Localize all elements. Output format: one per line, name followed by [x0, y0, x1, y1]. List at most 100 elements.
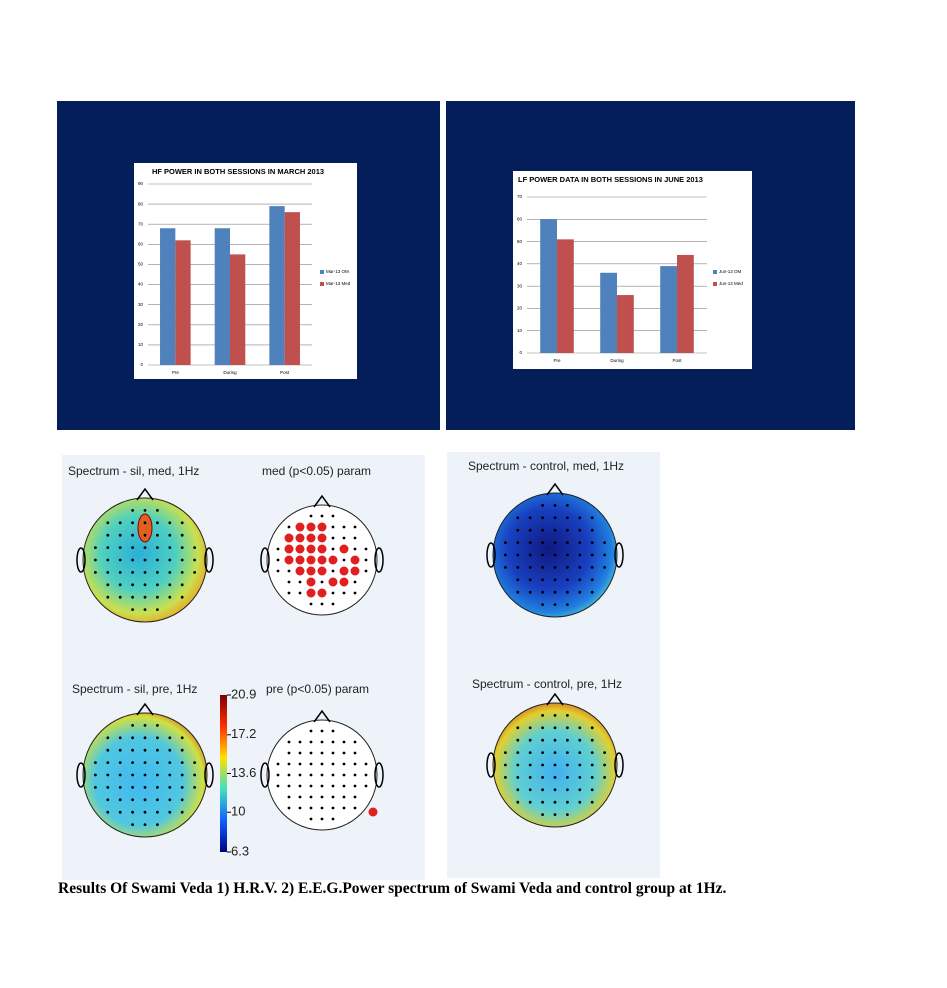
legend-label: Mar-13 OM — [326, 269, 349, 274]
significant-electrode — [317, 588, 327, 598]
eeg-label: Spectrum - control, med, 1Hz — [468, 459, 624, 473]
electrode — [578, 788, 582, 792]
electrode — [578, 528, 582, 532]
significant-electrode — [317, 566, 327, 576]
electrode — [566, 541, 569, 544]
electrode — [156, 583, 159, 587]
electrode — [566, 578, 569, 582]
electrode — [298, 773, 302, 777]
y-tick-label: 0 — [519, 350, 522, 355]
electrode — [553, 763, 557, 767]
electrode — [131, 724, 135, 727]
electrode — [309, 514, 313, 518]
electrode — [180, 736, 184, 740]
colorbar-label: 20.9 — [231, 686, 256, 701]
electrode — [168, 786, 172, 789]
electrode — [590, 776, 594, 779]
electrode — [566, 751, 569, 754]
electrode — [298, 580, 302, 584]
significant-electrode — [295, 522, 305, 532]
electrode — [131, 533, 135, 537]
electrode — [156, 761, 159, 764]
electrode — [180, 761, 184, 764]
electrode — [528, 800, 532, 804]
significant-electrode — [328, 555, 338, 565]
electrode — [516, 788, 520, 792]
electrode — [553, 566, 557, 569]
y-tick-label: 10 — [138, 342, 144, 347]
electrode — [118, 558, 122, 562]
electrode — [168, 533, 172, 537]
electrode — [320, 773, 324, 777]
electrode — [193, 571, 197, 574]
electrode — [320, 751, 324, 755]
electrode — [553, 541, 557, 544]
bar — [269, 206, 285, 365]
electrode — [541, 813, 544, 816]
electrode — [106, 761, 110, 764]
legend-swatch — [713, 282, 717, 286]
y-tick-label: 20 — [517, 306, 523, 311]
electrode — [516, 763, 520, 767]
electrode — [131, 798, 135, 802]
nose — [546, 482, 564, 496]
electrode — [364, 547, 368, 551]
electrode — [94, 786, 97, 789]
electrode — [168, 773, 172, 777]
electrode — [180, 546, 184, 549]
caption: Results Of Swami Veda 1) H.R.V. 2) E.E.G… — [58, 880, 727, 897]
y-tick-label: 50 — [517, 239, 523, 244]
electrode — [168, 748, 172, 752]
electrode — [353, 751, 357, 755]
electrode — [287, 762, 291, 766]
electrode — [193, 761, 197, 764]
electrode — [590, 738, 594, 742]
legend-label: Jun-13 Med — [719, 281, 743, 286]
electrode — [578, 800, 582, 804]
electrode — [118, 736, 122, 740]
electrode — [364, 569, 368, 573]
eeg-label: Spectrum - control, pre, 1Hz — [472, 677, 622, 691]
electrode — [287, 525, 291, 529]
bar — [230, 254, 246, 365]
electrode — [541, 528, 544, 532]
nose — [313, 494, 331, 508]
y-tick-label: 90 — [138, 181, 144, 186]
electrode — [106, 558, 110, 562]
electrode — [528, 738, 532, 742]
electrode — [541, 603, 544, 606]
electrode — [603, 763, 606, 767]
electrode — [590, 751, 594, 754]
electrode — [364, 773, 368, 777]
electrode — [331, 591, 335, 595]
electrode — [353, 580, 357, 584]
electrode — [287, 591, 291, 595]
electrode — [131, 546, 135, 549]
electrode — [320, 762, 324, 766]
electrode — [342, 558, 346, 562]
electrode — [320, 806, 324, 810]
electrode — [504, 763, 507, 767]
electrode — [131, 748, 135, 752]
electrode — [180, 786, 184, 789]
electrode — [168, 736, 172, 740]
electrode — [342, 751, 346, 755]
significant-electrode — [339, 566, 349, 576]
electrode — [131, 521, 135, 525]
electrode — [528, 578, 532, 582]
significant-electrode — [350, 555, 360, 565]
electrode — [528, 541, 532, 544]
significant-electrode — [284, 544, 294, 554]
electrode — [516, 800, 520, 804]
electrode — [553, 553, 557, 557]
electrode — [578, 566, 582, 569]
electrode — [156, 786, 159, 789]
chart-title: LF POWER DATA IN BOTH SESSIONS IN JUNE 2… — [518, 175, 703, 184]
electrode — [331, 751, 335, 755]
electrode — [156, 558, 159, 562]
electrode — [143, 546, 147, 549]
electrode — [541, 751, 544, 754]
electrode — [566, 553, 569, 557]
electrode — [331, 525, 335, 529]
electrode — [143, 558, 147, 562]
